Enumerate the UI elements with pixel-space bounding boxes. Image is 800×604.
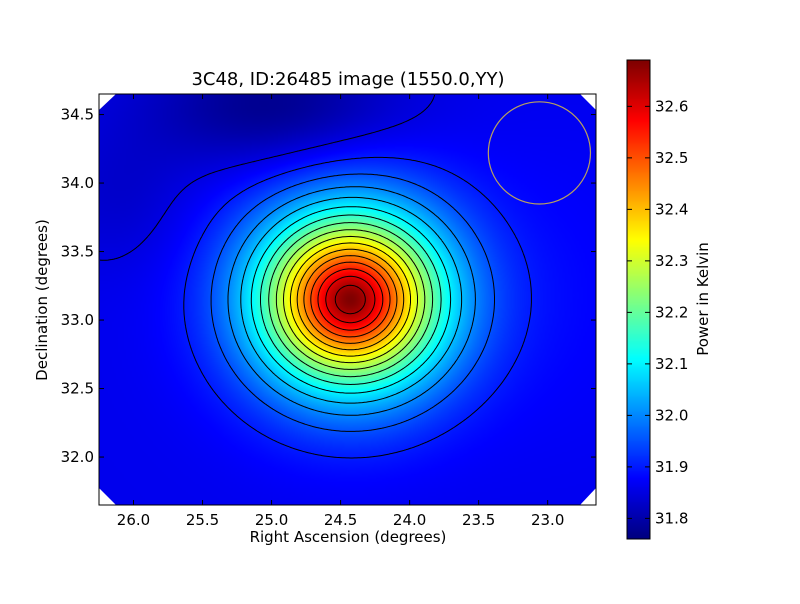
y-axis-label: Declination (degrees) — [33, 219, 51, 381]
colorbar-gradient — [627, 60, 650, 539]
colorbar-tick-label: 31.9 — [655, 458, 688, 476]
y-tick-label: 34.5 — [61, 106, 94, 124]
plot-frame — [98, 93, 597, 506]
contour-line — [310, 261, 391, 338]
contour-line — [240, 196, 463, 404]
colorbar-axis: 31.8 31.9 32.0 32.1 32.2 32.3 32.4 32.5 32.6 — [627, 97, 688, 527]
corner-mask-bl — [99, 488, 116, 505]
x-axis: 26.0 25.5 25.0 24.5 24.0 23.5 23.0 — [117, 94, 564, 529]
colorbar-tick-label: 32.0 — [655, 406, 688, 424]
y-axis: 32.0 32.5 33.0 33.5 34.0 34.5 — [61, 106, 596, 466]
contour-line — [250, 206, 452, 394]
x-tick-label: 23.0 — [531, 511, 564, 529]
heatmap-image — [99, 94, 596, 505]
contour-line — [260, 214, 442, 385]
colorbar-frame — [626, 59, 651, 540]
contour-line — [303, 255, 398, 344]
y-tick-label: 34.0 — [61, 174, 94, 192]
chart-title: 3C48, ID:26485 image (1550.0,YY) — [191, 69, 504, 90]
contour-line — [296, 248, 405, 351]
contour-line — [325, 275, 376, 324]
contour-line — [227, 186, 476, 416]
x-tick-label: 26.0 — [117, 511, 150, 529]
contour-line — [210, 173, 495, 432]
colorbar-tick-label: 32.6 — [655, 97, 688, 115]
beam-circle — [487, 101, 592, 205]
corner-mask-br — [580, 488, 596, 505]
colorbar-tick-label: 32.2 — [655, 303, 688, 321]
x-tick-label: 23.5 — [462, 511, 495, 529]
contour-line — [275, 229, 426, 370]
contour-line — [317, 268, 384, 331]
contour-line — [283, 235, 418, 364]
contour-line — [99, 94, 436, 261]
x-tick-label: 24.0 — [393, 511, 426, 529]
colorbar-tick-label: 32.5 — [655, 149, 688, 167]
y-tick-label: 32.0 — [61, 448, 94, 466]
colorbar-label: Power in Kelvin — [694, 242, 712, 356]
contour-line — [334, 284, 366, 315]
y-tick-label: 32.5 — [61, 380, 94, 398]
x-tick-label: 25.0 — [255, 511, 288, 529]
x-tick-label: 24.5 — [324, 511, 357, 529]
contour-line — [268, 222, 434, 378]
contour-line — [289, 242, 411, 357]
colorbar-tick-label: 32.1 — [655, 355, 688, 373]
colorbar-tick-label: 32.3 — [655, 252, 688, 270]
corner-mask-tr — [580, 94, 596, 110]
colorbar-tick-label: 32.4 — [655, 200, 688, 218]
contour-lines — [99, 94, 532, 459]
colorbar-tick-label: 31.8 — [655, 509, 688, 527]
x-tick-label: 25.5 — [186, 511, 219, 529]
corner-mask-tl — [99, 94, 116, 110]
y-tick-label: 33.5 — [61, 243, 94, 261]
y-tick-label: 33.0 — [61, 311, 94, 329]
x-axis-label: Right Ascension (degrees) — [250, 528, 447, 546]
contour-line — [183, 156, 532, 459]
